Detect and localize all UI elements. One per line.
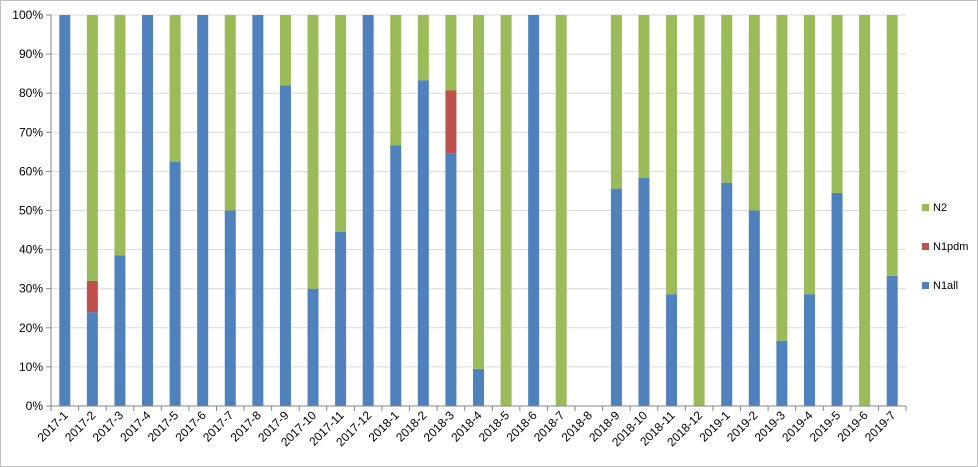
bar-segment-n2: [279, 15, 291, 86]
y-tick-label: 80%: [19, 86, 43, 100]
y-tick-label: 20%: [19, 321, 43, 335]
y-tick-label: 50%: [19, 204, 43, 218]
bar-segment-n2: [803, 15, 815, 295]
bar-segment-n2: [831, 15, 843, 193]
bar-segment-n1all: [279, 85, 291, 406]
axes: [46, 14, 907, 411]
legend-swatch-n1all: [922, 282, 929, 289]
legend-label-n2: N2: [933, 202, 947, 214]
legend-label-n1pdm: N1pdm: [933, 241, 968, 253]
y-tick-label: 10%: [19, 360, 43, 374]
bar-segment-n1all: [114, 255, 126, 406]
bar-segment-n1all: [748, 210, 760, 406]
bar-segment-n1all: [803, 294, 815, 406]
bar-segment-n1all: [252, 15, 264, 406]
bar-segment-n2: [473, 15, 484, 369]
bar-segment-n2: [417, 15, 429, 81]
y-tick-label: 40%: [19, 243, 43, 257]
bar-segment-n2: [638, 15, 650, 179]
y-tick-labels: 0% 10% 20% 30% 40% 50% 60% 70% 80% 90% 100%: [12, 8, 43, 413]
bar-segment-n2: [693, 15, 705, 406]
bar-segment-n1all: [390, 145, 402, 406]
legend-label-n1all: N1all: [933, 280, 958, 292]
bar-segment-n2: [169, 15, 181, 162]
y-tick-label: 70%: [19, 125, 43, 139]
bar-segment-n1all: [142, 15, 154, 406]
bar-segment-n1all: [610, 188, 622, 406]
bar-segment-n1all: [169, 161, 181, 406]
bar-segment-n1all: [86, 312, 98, 406]
bar-segment-n2: [114, 15, 126, 256]
bar-segment-n2: [859, 15, 871, 406]
bar-segment-n1all: [831, 192, 843, 406]
bar-segment-n2: [86, 15, 98, 281]
bar-segment-n1all: [721, 182, 733, 406]
bar-segment-n1all: [307, 288, 319, 406]
bar-segment-n2: [666, 15, 678, 295]
bar-segment-n2: [748, 15, 760, 211]
bar-segment-n1all: [197, 15, 209, 406]
bar-segment-n2: [307, 15, 319, 289]
bar-segment-n1all: [59, 15, 71, 406]
bar-segment-n2: [776, 15, 788, 341]
y-tick-label: 90%: [19, 47, 43, 61]
bar-segment-n1all: [335, 232, 347, 406]
bar-segment-n2: [224, 15, 236, 211]
legend-swatch-n2: [922, 204, 929, 211]
x-tick-label: 2019-7: [862, 408, 899, 445]
bar-segment-n1all: [417, 80, 429, 406]
bar-segment-n2: [445, 15, 457, 91]
y-tick-label: 60%: [19, 164, 43, 178]
bar-segment-n1pdm: [445, 90, 457, 154]
bar-segment-n2: [886, 15, 898, 276]
bar-segment-n1all: [528, 15, 540, 406]
bar-segment-n2: [500, 15, 512, 406]
bar-segment-n2: [721, 15, 733, 183]
bar-segment-n2: [390, 15, 402, 146]
bar-segment-n2: [335, 15, 347, 233]
bar-segment-n2: [610, 15, 622, 189]
bars: [59, 15, 898, 406]
y-tick-label: 100%: [12, 8, 43, 22]
y-tick-label: 0%: [26, 399, 44, 413]
bar-segment-n1all: [362, 15, 374, 406]
legend: N2 N1pdm N1all: [922, 202, 968, 292]
bar-segment-n1pdm: [86, 280, 98, 313]
bar-segment-n1all: [473, 368, 484, 406]
x-tick-labels: 2017-12017-22017-32017-42017-52017-62017…: [35, 408, 899, 449]
bar-segment-n1all: [445, 153, 457, 406]
bar-segment-n1all: [666, 294, 678, 406]
bar-segment-n1all: [886, 275, 898, 406]
y-tick-label: 30%: [19, 282, 43, 296]
bar-segment-n1all: [638, 178, 650, 406]
bar-segment-n1all: [224, 210, 236, 406]
legend-swatch-n1pdm: [922, 243, 929, 250]
bar-segment-n1all: [776, 340, 788, 406]
bar-segment-n2: [555, 15, 567, 406]
